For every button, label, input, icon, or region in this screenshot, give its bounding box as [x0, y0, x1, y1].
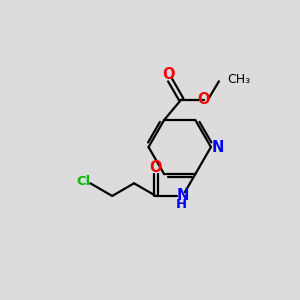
Text: Cl: Cl: [76, 175, 91, 188]
Text: O: O: [162, 68, 175, 82]
Text: N: N: [176, 188, 189, 203]
Text: O: O: [197, 92, 210, 107]
Text: H: H: [176, 198, 188, 211]
Text: N: N: [211, 140, 224, 154]
Text: O: O: [150, 160, 162, 175]
Text: CH₃: CH₃: [227, 73, 250, 86]
